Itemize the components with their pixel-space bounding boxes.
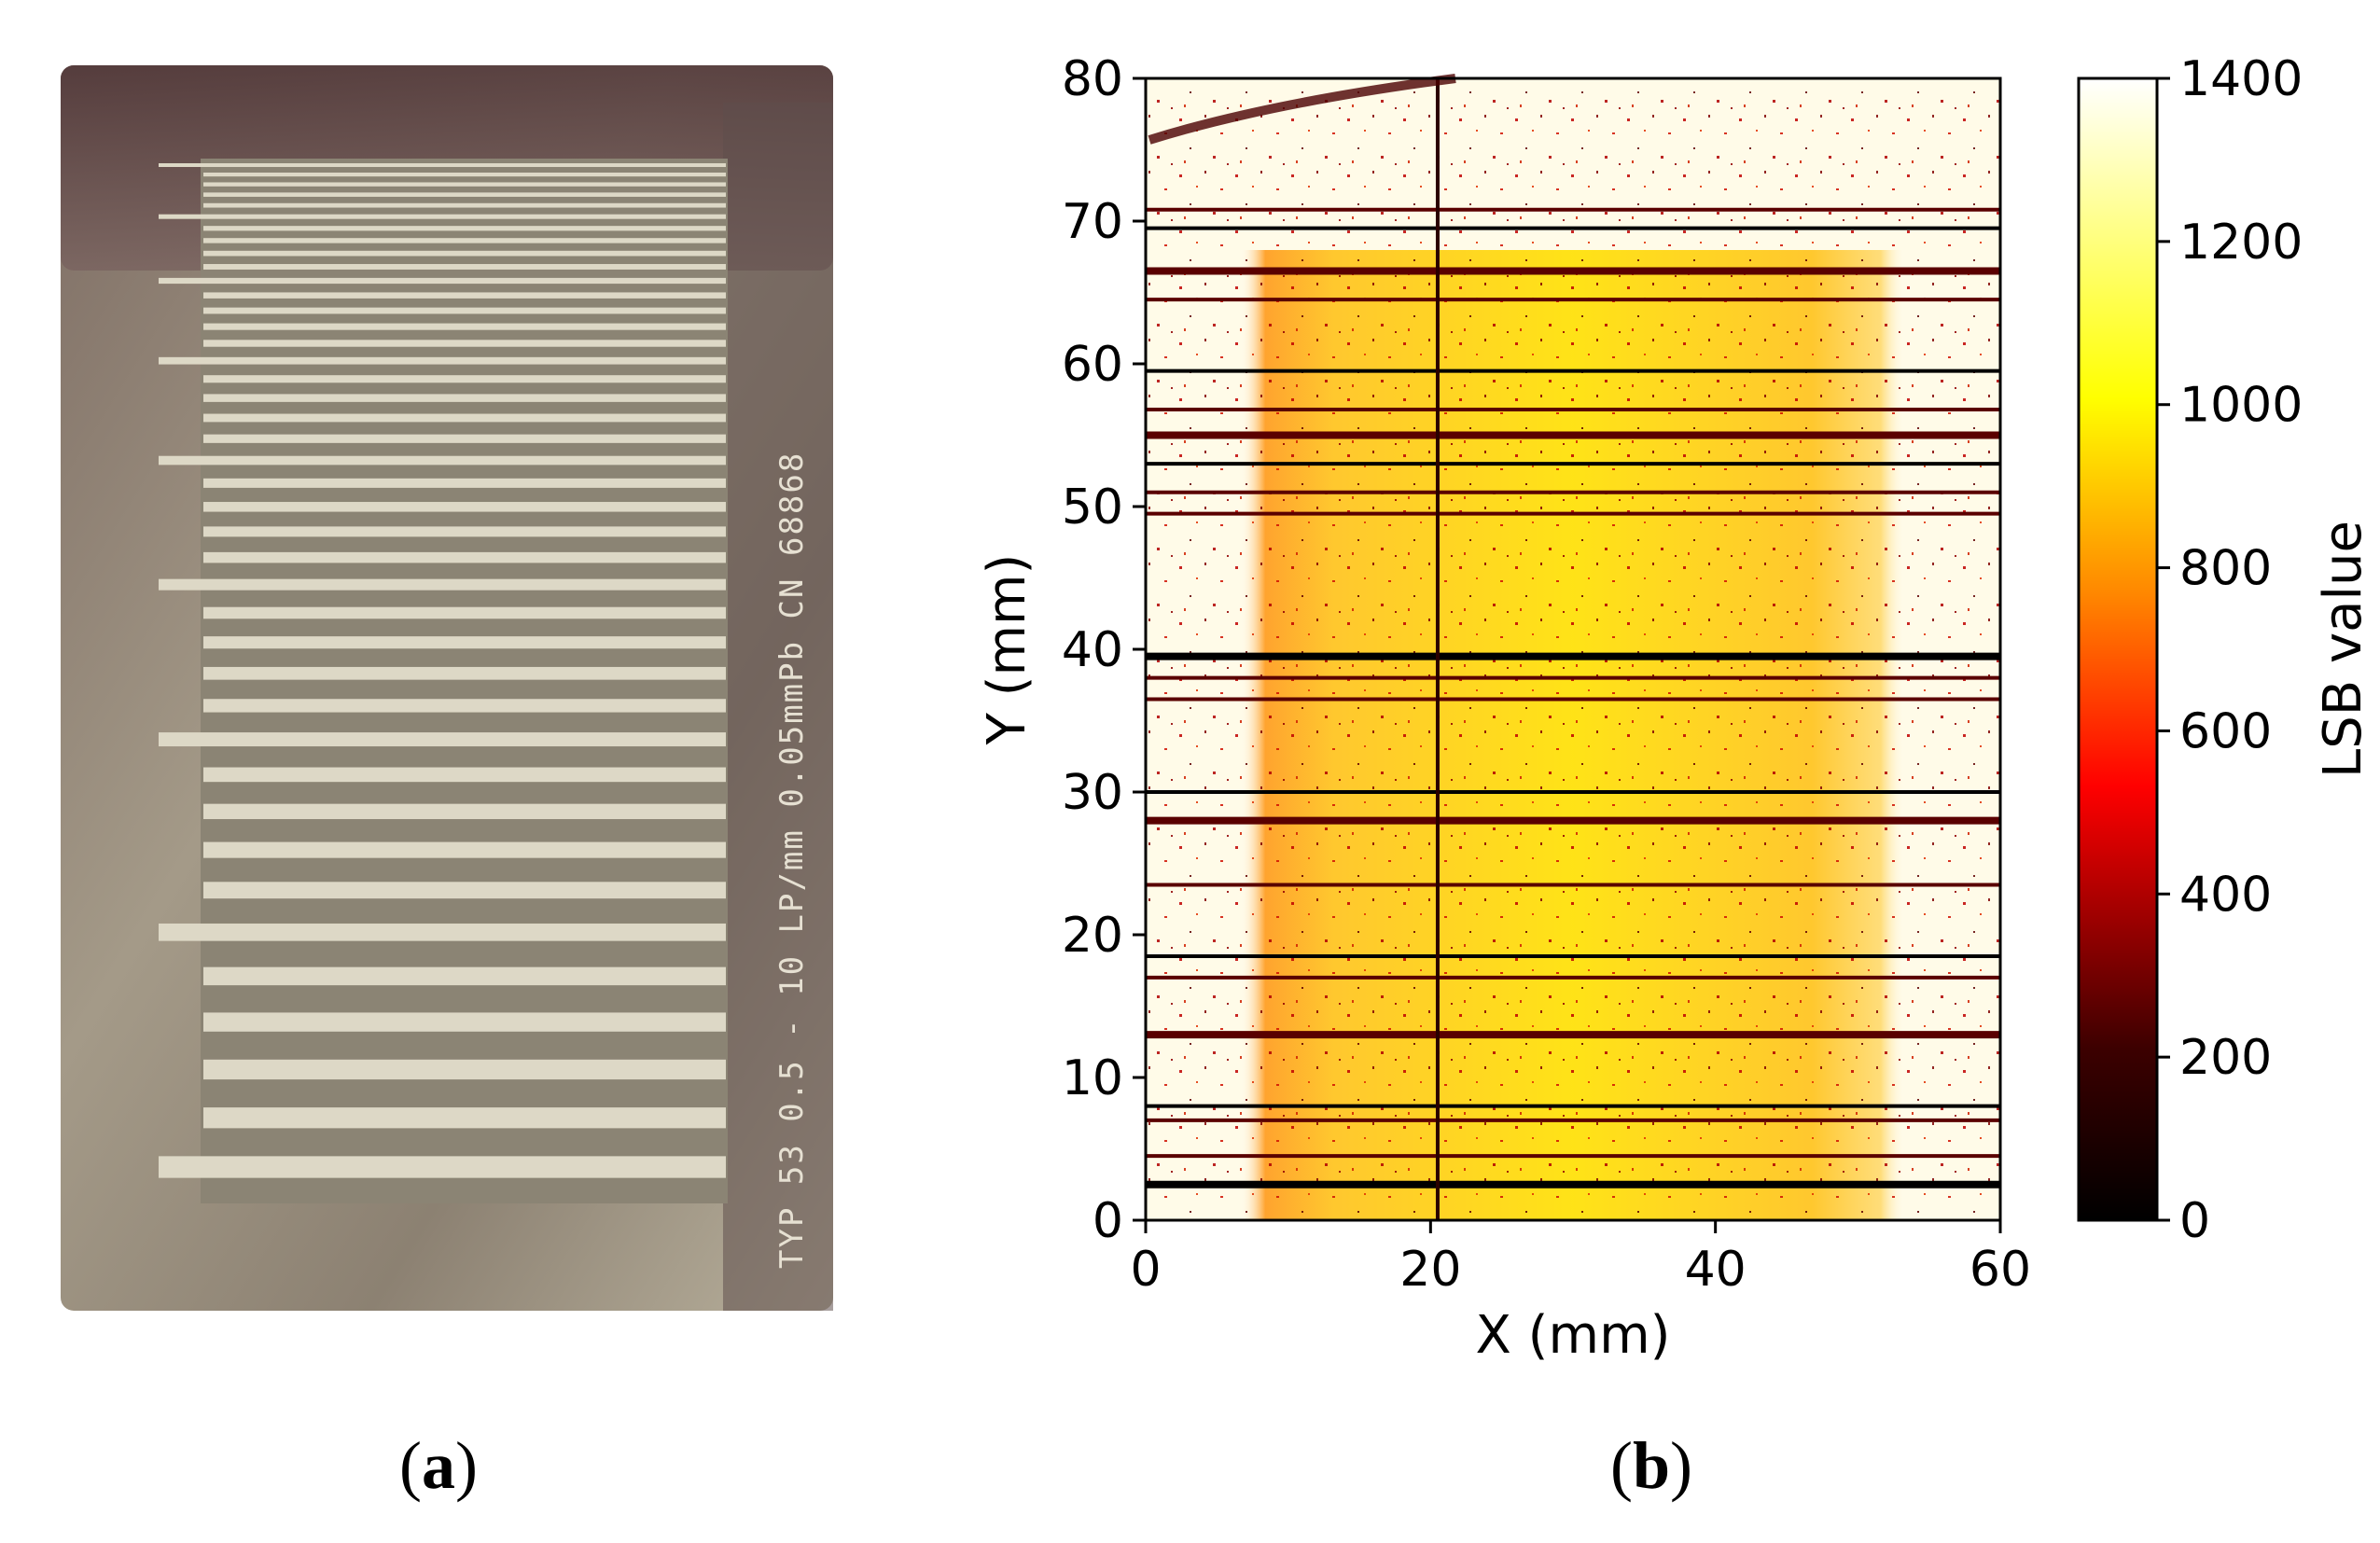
y-axis-label: Y (mm) xyxy=(977,554,1037,746)
pattern-field xyxy=(201,159,728,1203)
lp-bar xyxy=(203,767,726,783)
lp-bar xyxy=(203,394,726,402)
lp-bar xyxy=(159,923,726,941)
lp-bar xyxy=(203,434,726,443)
lp-bar xyxy=(203,502,726,512)
y-tick-label: 70 xyxy=(1062,194,1123,250)
lp-bar xyxy=(203,375,726,383)
y-axis-ticks: 0 10 20 30 40 50 60 70 80 xyxy=(1062,51,1146,1249)
y-tick-label: 40 xyxy=(1062,622,1123,678)
colorbar-tick-label: 800 xyxy=(2179,541,2272,597)
panel-a-label: (a) xyxy=(399,1428,478,1503)
lp-bar xyxy=(203,340,726,347)
lp-bar xyxy=(203,551,726,563)
colorbar-tick-label: 200 xyxy=(2179,1030,2272,1086)
lp-bar xyxy=(203,202,726,208)
lp-bar xyxy=(203,841,726,858)
lp-bar xyxy=(203,264,726,270)
lp-bar xyxy=(203,666,726,680)
lp-bar xyxy=(159,356,726,365)
x-tick-label: 40 xyxy=(1685,1242,1747,1298)
lp-bar xyxy=(203,966,726,986)
y-tick-label: 80 xyxy=(1062,51,1123,107)
lp-bar xyxy=(203,803,726,820)
colorbar-gradient xyxy=(2077,76,2159,1222)
panel-b-label: (b) xyxy=(1610,1428,1693,1503)
line-pair-phantom-photo: TYP 53 0.5 - 10 LP/mm 0.05mmPb CN 68868 xyxy=(61,65,833,1311)
x-tick-label: 20 xyxy=(1399,1242,1461,1298)
lp-bar xyxy=(203,182,726,187)
lp-bar xyxy=(203,192,726,197)
lp-bar xyxy=(159,732,726,747)
line-pair-bars xyxy=(159,163,726,1178)
x-axis-ticks: 0 20 40 60 xyxy=(1130,1220,2031,1298)
heatmap-plot-area xyxy=(1144,74,2002,1222)
lp-bar xyxy=(203,226,726,231)
lp-bar xyxy=(159,455,726,466)
x-tick-label: 60 xyxy=(1969,1242,2031,1298)
lp-bar xyxy=(203,413,726,423)
colorbar-ticks: 0 200 400 600 800 1000 1200 1400 xyxy=(2157,51,2303,1249)
y-tick-label: 0 xyxy=(1093,1193,1123,1249)
lp-bar xyxy=(203,307,726,314)
x-axis-label: X (mm) xyxy=(1476,1305,1671,1366)
lp-bar xyxy=(203,699,726,713)
y-tick-label: 60 xyxy=(1062,337,1123,393)
lp-bar xyxy=(159,1156,726,1178)
lp-bar xyxy=(203,1059,726,1080)
lp-bar xyxy=(159,578,726,591)
heatmap-noise xyxy=(1146,78,2000,1220)
lp-bar xyxy=(203,636,726,649)
lp-bar xyxy=(203,606,726,619)
plate-engraving: TYP 53 0.5 - 10 LP/mm 0.05mmPb CN 68868 xyxy=(773,452,811,1269)
lp-bar xyxy=(203,173,726,177)
colorbar-tick-label: 600 xyxy=(2179,703,2272,759)
lp-bar xyxy=(159,163,726,167)
y-tick-label: 30 xyxy=(1062,765,1123,821)
colorbar: 0 200 400 600 800 1000 1200 1400 LSB value xyxy=(2077,51,2373,1249)
lp-bar xyxy=(203,292,726,299)
colorbar-tick-label: 400 xyxy=(2179,867,2272,923)
y-tick-label: 10 xyxy=(1062,1050,1123,1106)
colorbar-tick-label: 0 xyxy=(2179,1193,2210,1249)
colorbar-label: LSB value xyxy=(2313,521,2373,778)
colorbar-tick-label: 1000 xyxy=(2179,378,2303,434)
lp-bar xyxy=(203,323,726,330)
heatmap-corner-streak xyxy=(1148,74,1456,145)
lp-bar xyxy=(203,1107,726,1129)
lp-bar xyxy=(159,214,726,219)
lp-bar xyxy=(203,478,726,488)
lp-bar xyxy=(203,238,726,243)
heatmap-dark-rows xyxy=(1146,207,2000,1189)
y-tick-label: 20 xyxy=(1062,908,1123,964)
colorbar-tick-label: 1400 xyxy=(2179,51,2303,107)
y-tick-label: 50 xyxy=(1062,480,1123,535)
lp-bar xyxy=(159,277,726,285)
lp-bar xyxy=(203,1012,726,1032)
lp-bar xyxy=(203,526,726,537)
plate-right-edge xyxy=(723,103,833,1311)
lp-bar xyxy=(203,882,726,899)
lp-bar xyxy=(203,250,726,257)
colorbar-tick-label: 1200 xyxy=(2179,215,2303,271)
x-tick-label: 0 xyxy=(1130,1242,1161,1298)
